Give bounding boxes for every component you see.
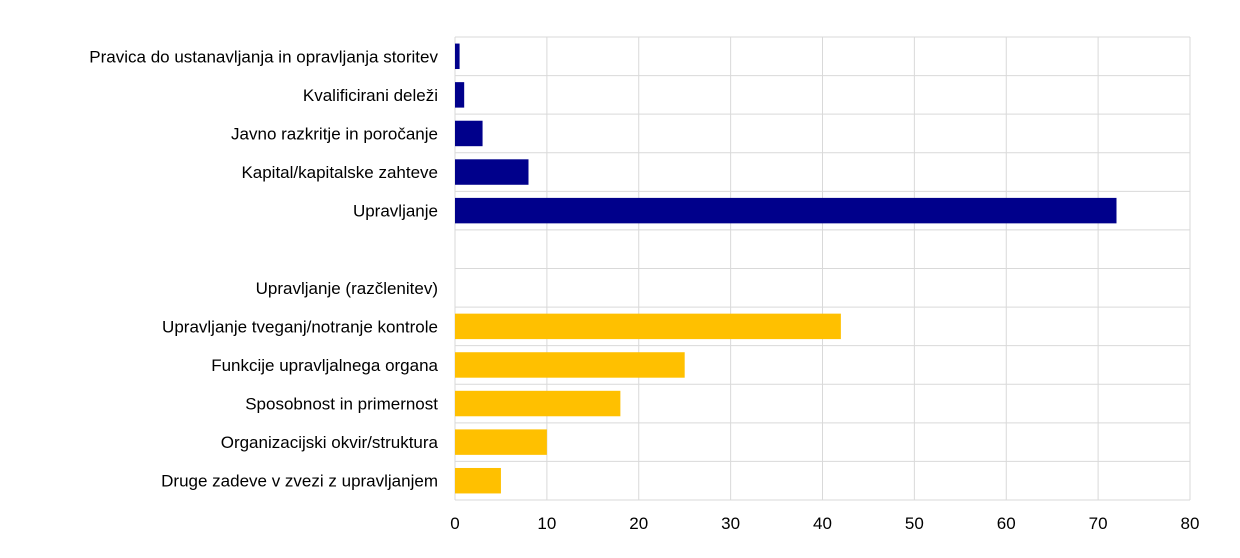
x-tick-label: 0 — [450, 514, 459, 533]
x-tick-label: 10 — [537, 514, 556, 533]
bars — [455, 43, 1117, 494]
bar — [455, 197, 1117, 224]
bar — [455, 352, 685, 378]
x-tick-label: 80 — [1181, 514, 1200, 533]
bar — [455, 43, 460, 70]
x-tick-label: 30 — [721, 514, 740, 533]
bar — [455, 313, 841, 340]
x-tick-label: 20 — [629, 514, 648, 533]
bar — [455, 467, 501, 494]
category-label: Funkcije upravljalnega organa — [211, 356, 438, 375]
x-tick-label: 60 — [997, 514, 1016, 533]
category-label: Kapital/kapitalske zahteve — [241, 163, 438, 182]
bar — [455, 159, 529, 185]
bar — [455, 429, 547, 455]
category-label: Javno razkritje in poročanje — [231, 124, 438, 143]
grid-lines — [454, 36, 1191, 501]
x-axis: 0 10 20 30 40 50 60 70 80 — [450, 514, 1199, 533]
bar — [455, 390, 621, 417]
category-label: Kvalificirani deleži — [303, 86, 438, 105]
category-label: Upravljanje (razčlenitev) — [256, 279, 438, 298]
category-label: Organizacijski okvir/struktura — [221, 433, 439, 452]
x-tick-label: 40 — [813, 514, 832, 533]
category-label: Pravica do ustanavljanja in opravljanja … — [89, 47, 438, 66]
category-label: Upravljanje tveganj/notranje kontrole — [162, 317, 438, 336]
category-label: Upravljanje — [353, 202, 438, 221]
category-labels: Pravica do ustanavljanja in opravljanja … — [89, 47, 438, 490]
category-label: Sposobnost in primernost — [245, 395, 438, 414]
bar — [455, 82, 465, 108]
category-label: Druge zadeve v zvezi z upravljanjem — [161, 472, 438, 491]
x-tick-label: 50 — [905, 514, 924, 533]
x-tick-label: 70 — [1089, 514, 1108, 533]
bar — [455, 120, 483, 147]
